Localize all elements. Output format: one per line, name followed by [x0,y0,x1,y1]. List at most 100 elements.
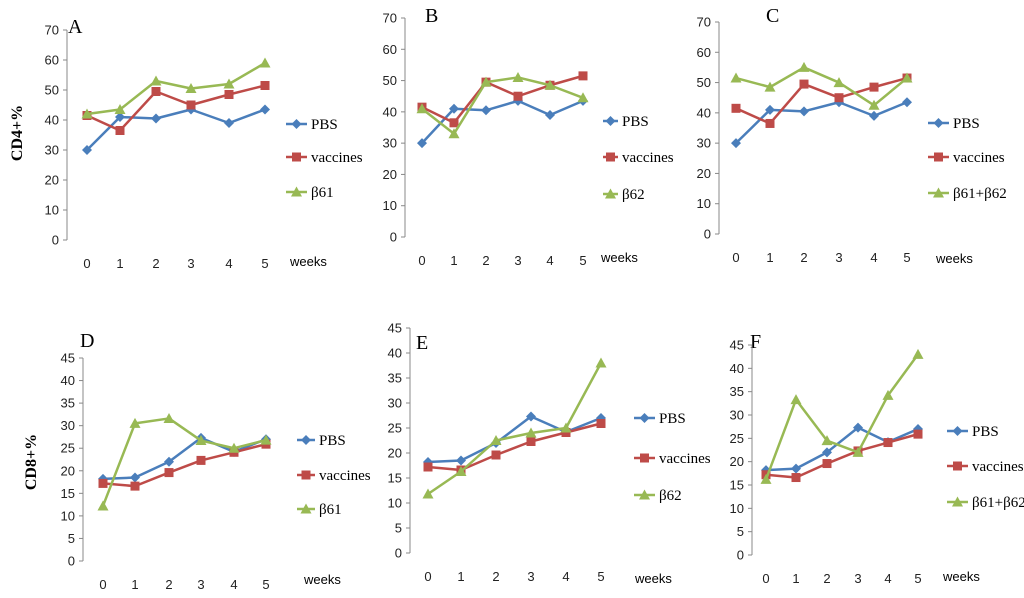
x-tick-label: 3 [527,569,534,584]
x-tick-label: 1 [792,571,799,586]
x-axis-label: weeks [289,254,327,269]
data-point--61 [163,412,175,423]
y-axis-label: CD4+% [9,105,26,161]
y-tick-label: 0 [52,233,59,248]
data-point--62 [595,357,607,368]
y-tick-label: 50 [383,73,397,88]
y-tick-label: 10 [45,203,59,218]
x-axis-label: weeks [303,572,341,587]
data-point-vaccines [913,429,923,439]
legend-label-vaccines: vaccines [659,451,711,467]
data-point-vaccines [822,459,832,469]
panel-letter-b: B [425,5,438,27]
y-tick-label: 20 [697,166,711,181]
y-tick-label: 35 [388,371,402,386]
x-tick-label: 3 [854,571,861,586]
data-point--62 [416,103,428,114]
y-tick-label: 40 [388,346,402,361]
panel-a: A 0 10 20 30 40 50 60 70 0 1 2 3 4 5 weeks CD4+% PBS vacci… [9,16,363,271]
panel-letter-d: D [80,330,94,352]
legend-marker [934,152,943,162]
x-tick-label: 5 [597,569,604,584]
legend-label-pbs: PBS [659,411,686,427]
x-tick-label: 0 [762,571,769,586]
data-point--61-62 [901,72,913,83]
data-point-pbs [869,110,879,121]
legend-label-pbs: PBS [622,114,649,130]
legend-marker [292,152,301,162]
x-tick-label: 1 [450,253,457,268]
data-point-vaccines [578,71,588,81]
y-tick-label: 25 [388,421,402,436]
legend-label-vaccines: vaccines [953,150,1005,166]
y-tick-label: 0 [704,227,711,242]
y-tick-label: 15 [388,471,402,486]
data-point--61 [195,435,207,446]
legend-marker [301,470,311,480]
legend-label--61-62: β61+β62 [972,495,1024,511]
legend-marker [605,188,616,199]
data-point-vaccines [513,91,523,101]
series-line--62 [427,362,603,496]
x-tick-label: 4 [562,569,569,584]
y-tick-label: 5 [68,531,75,546]
y-tick-label: 0 [68,554,75,569]
x-tick-label: 3 [197,577,204,592]
series-line-pbs [765,426,919,472]
y-tick-label: 30 [45,143,59,158]
legend-marker [952,426,963,436]
y-tick-label: 0 [737,548,744,563]
y-tick-label: 45 [388,321,402,336]
x-axis-label: weeks [634,571,672,586]
x-tick-label: 0 [424,569,431,584]
legend-label--62: β62 [659,488,682,504]
y-tick-label: 0 [390,230,397,245]
y-tick-label: 30 [61,418,75,433]
x-tick-label: 3 [835,250,842,265]
x-tick-label: 1 [116,256,123,271]
series-line-vaccines [421,74,584,125]
data-point-vaccines [791,473,801,483]
legend-marker [952,496,963,507]
y-tick-label: 60 [45,53,59,68]
y-tick-label: 30 [697,136,711,151]
data-point--61 [185,83,197,93]
data-point--62 [422,488,434,499]
legend-marker [953,461,962,471]
y-tick-label: 25 [61,441,75,456]
y-tick-label: 45 [730,338,744,353]
data-point-pbs [731,138,741,149]
legend-marker [933,187,944,198]
y-tick-label: 5 [395,521,402,536]
y-tick-label: 30 [730,408,744,423]
legend-marker [639,489,650,500]
panel-letter-f: F [750,331,761,353]
data-point-pbs [853,422,863,433]
data-point-vaccines [115,126,125,135]
y-tick-label: 60 [383,42,397,57]
data-point-vaccines [491,450,501,460]
x-tick-label: 4 [870,250,877,265]
x-tick-label: 0 [99,577,106,592]
data-point-pbs [449,103,459,114]
data-point--62 [525,427,537,438]
data-point--62 [455,466,467,476]
data-point-pbs [417,138,427,149]
x-axis-label: weeks [600,250,638,265]
y-tick-label: 10 [383,198,397,213]
x-tick-label: 0 [732,250,739,265]
data-point--61-62 [912,348,924,359]
data-point--61-62 [852,446,864,457]
data-point-vaccines [526,437,536,446]
y-tick-label: 20 [730,454,744,469]
data-point--61-62 [868,99,880,110]
x-tick-label: 5 [261,256,268,271]
y-tick-label: 35 [730,384,744,399]
data-point--61 [228,442,240,453]
data-point-vaccines [98,478,108,488]
y-tick-label: 20 [45,173,59,188]
y-tick-label: 70 [697,15,711,30]
data-point-vaccines [731,103,741,113]
